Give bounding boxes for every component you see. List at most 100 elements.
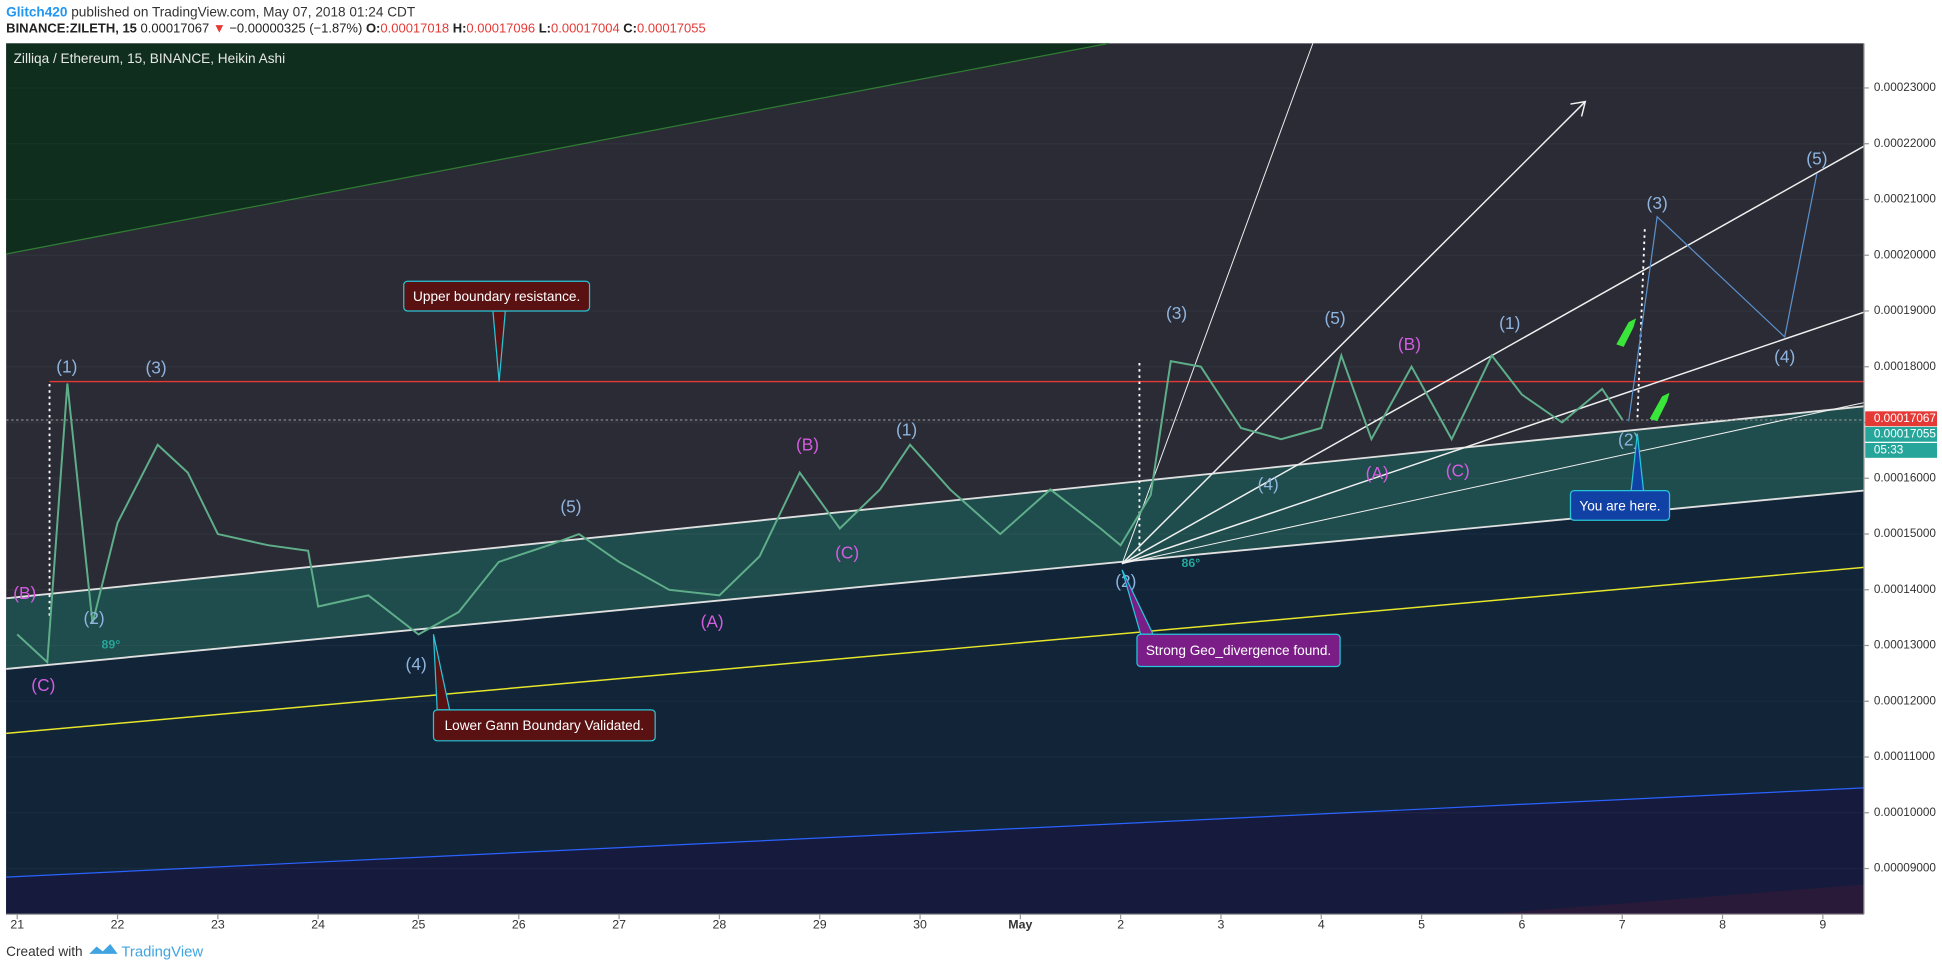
open-label: O: <box>366 21 380 36</box>
x-tick-label: 9 <box>1819 918 1826 932</box>
blue-line <box>6 787 1865 878</box>
price-label: 0.00017067 <box>1874 412 1936 425</box>
y-tick-label: 0.00023000 <box>1874 81 1937 94</box>
wave-label: (3) <box>1166 303 1187 323</box>
open: 0.00017018 <box>380 21 449 36</box>
wave-label: (B) <box>796 435 819 455</box>
x-tick-label: May <box>1008 918 1032 932</box>
y-tick-label: 0.00019000 <box>1874 304 1937 317</box>
angle-label: 86° <box>1182 556 1201 570</box>
x-tick-label: 7 <box>1619 918 1626 932</box>
dotted-line <box>1636 229 1646 422</box>
y-tick-label: 0.00009000 <box>1874 862 1937 875</box>
wave-label: (4) <box>406 654 427 674</box>
annotation-text: Lower Gann Boundary Validated. <box>445 718 644 733</box>
y-tick-label: 0.00022000 <box>1874 137 1937 150</box>
bottom-zone <box>6 787 1864 915</box>
fan-line <box>1121 101 1586 565</box>
wave-label: (A) <box>701 612 724 632</box>
annotation: Lower Gann Boundary Validated. <box>432 634 656 742</box>
annotation: Upper boundary resistance. <box>403 280 591 382</box>
rocket <box>1649 392 1670 422</box>
close-label: C: <box>623 21 637 36</box>
angle-label: 89° <box>102 638 121 652</box>
annotation-box <box>1569 489 1671 521</box>
y-tick-label: 0.00013000 <box>1874 639 1937 652</box>
low: 0.00017004 <box>551 21 620 36</box>
y-tick-label: 0.00015000 <box>1874 527 1937 540</box>
x-tick-label: 4 <box>1318 918 1325 932</box>
y-tick-label: 0.00010000 <box>1874 806 1937 819</box>
wave-label: (1) <box>1499 313 1520 333</box>
annotation-text: You are here. <box>1579 498 1660 513</box>
dotted-markers <box>48 229 1646 620</box>
price-label: 0.00017055 <box>1874 427 1937 440</box>
fan-line <box>1121 145 1865 565</box>
x-tick-label: 6 <box>1518 918 1525 932</box>
header-line-2: BINANCE:ZILETH, 15 0.00017067 ▼ −0.00000… <box>6 21 706 36</box>
wave-label: (5) <box>1806 148 1827 168</box>
low-label: L: <box>539 21 551 36</box>
annotation-box <box>403 280 591 312</box>
x-tick-label: 28 <box>713 918 727 932</box>
x-tick-label: 23 <box>211 918 225 932</box>
y-tick-label: 0.00016000 <box>1874 471 1937 484</box>
wave-label: (4) <box>1258 474 1279 494</box>
annotation-box <box>1136 633 1341 668</box>
fan-line <box>1121 311 1865 565</box>
brand-logo <box>89 943 118 954</box>
x-tick-label: 30 <box>913 918 927 932</box>
header-line-1: Glitch420 published on TradingView.com, … <box>6 4 415 19</box>
price-label-box <box>1865 411 1938 427</box>
y-tick-label: 0.00012000 <box>1874 694 1937 707</box>
y-tick-label: 0.00020000 <box>1874 248 1937 261</box>
annotation: You are here. <box>1569 433 1671 521</box>
annotation-text: Upper boundary resistance. <box>413 289 580 304</box>
projected-wave <box>1628 173 1818 422</box>
countdown-box <box>1865 442 1938 458</box>
x-tick-label: 27 <box>612 918 626 932</box>
x-tick-label: 3 <box>1218 918 1225 932</box>
annotation-text: Strong Geo_divergence found. <box>1146 643 1331 658</box>
x-tick-label: 22 <box>111 918 125 932</box>
x-tick-label: 25 <box>412 918 426 932</box>
wave-label: (5) <box>1325 308 1346 328</box>
channel-bottom <box>6 489 1865 670</box>
upper-line <box>6 42 1109 255</box>
price-axis <box>1863 43 1942 936</box>
wave-label: (1) <box>56 357 77 377</box>
y-tick-label: 0.00014000 <box>1874 583 1937 596</box>
author[interactable]: Glitch420 <box>6 4 68 19</box>
wave-label: (4) <box>1774 347 1795 367</box>
last-price: 0.00017067 <box>141 21 210 36</box>
wave-label: (3) <box>145 358 166 378</box>
x-tick-label: 8 <box>1719 918 1726 932</box>
footer-brand[interactable]: TradingView <box>121 945 203 961</box>
symbol: BINANCE:ZILETH, 15 <box>6 21 137 36</box>
y-tick-label: 0.00018000 <box>1874 360 1937 373</box>
close: 0.00017055 <box>637 21 706 36</box>
wave-label: (1) <box>896 420 917 440</box>
wave-label: (2) <box>84 608 105 628</box>
wave-label: (B) <box>13 583 36 603</box>
channel-top <box>6 405 1865 600</box>
countdown: 05:33 <box>1874 444 1904 457</box>
fan-line <box>1121 402 1865 565</box>
published: published on TradingView.com, May 07, 20… <box>71 4 415 19</box>
x-tick-label: 29 <box>813 918 827 932</box>
x-tick-label: 5 <box>1418 918 1425 932</box>
wave-label: (3) <box>1647 193 1668 213</box>
x-tick-label: 24 <box>311 918 325 932</box>
wave-label: (B) <box>1398 334 1421 354</box>
gann-fan <box>1121 43 1865 565</box>
price-line <box>16 352 1624 665</box>
x-tick-label: 26 <box>512 918 526 932</box>
wave-label: (C) <box>1446 461 1470 481</box>
y-tick-label: 0.00021000 <box>1874 193 1937 206</box>
footer-created: Created with <box>6 944 82 959</box>
plot-area: (B) (C) (1) (2) (3) (4) (5) (A) (B) (C) (1) (2) (3) (… <box>6 42 1865 915</box>
wave-label: (C) <box>835 542 859 562</box>
annotation-box <box>432 709 656 742</box>
